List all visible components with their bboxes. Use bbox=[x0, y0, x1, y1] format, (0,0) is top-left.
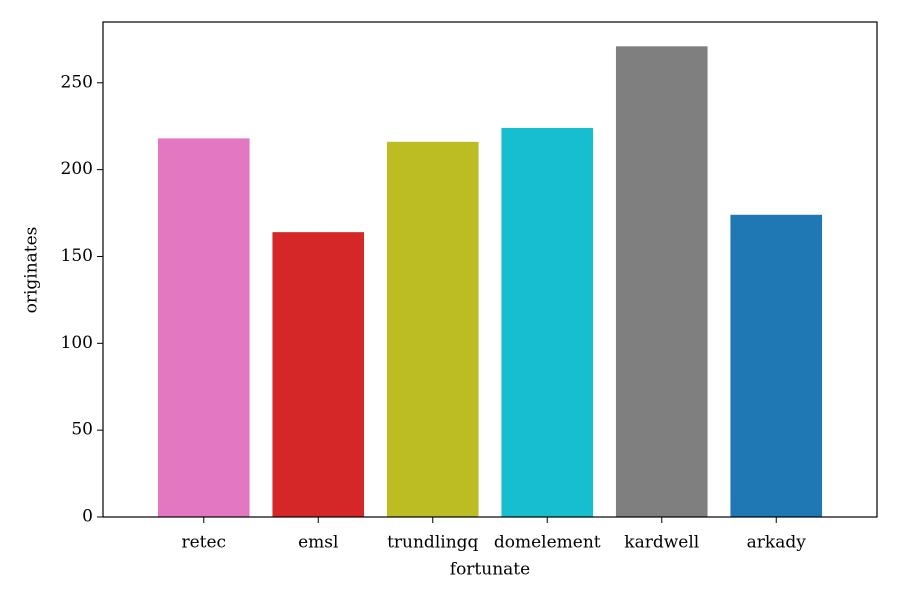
y-tick-label: 100 bbox=[61, 333, 93, 353]
y-tick-label: 250 bbox=[61, 72, 93, 92]
y-axis-label: originates bbox=[22, 227, 42, 314]
bar bbox=[730, 214, 823, 517]
y-tick-label: 0 bbox=[82, 507, 93, 527]
x-tick-label: trundlingq bbox=[387, 533, 478, 553]
x-axis-label: fortunate bbox=[450, 560, 530, 580]
y-tick-label: 200 bbox=[61, 159, 93, 179]
x-tick-label: emsl bbox=[298, 533, 338, 553]
bar bbox=[386, 141, 479, 517]
x-tick-label: kardwell bbox=[624, 533, 699, 553]
x-tick-label: arkady bbox=[747, 533, 807, 553]
y-tick-label: 50 bbox=[71, 420, 93, 440]
y-tick-label: 150 bbox=[61, 246, 93, 266]
x-tick-label: retec bbox=[181, 533, 226, 553]
bar bbox=[615, 46, 708, 517]
x-tick-label: domelement bbox=[494, 533, 601, 553]
bar bbox=[272, 232, 365, 517]
bar bbox=[501, 127, 594, 518]
bar bbox=[157, 138, 250, 518]
plot-frame bbox=[102, 21, 878, 518]
